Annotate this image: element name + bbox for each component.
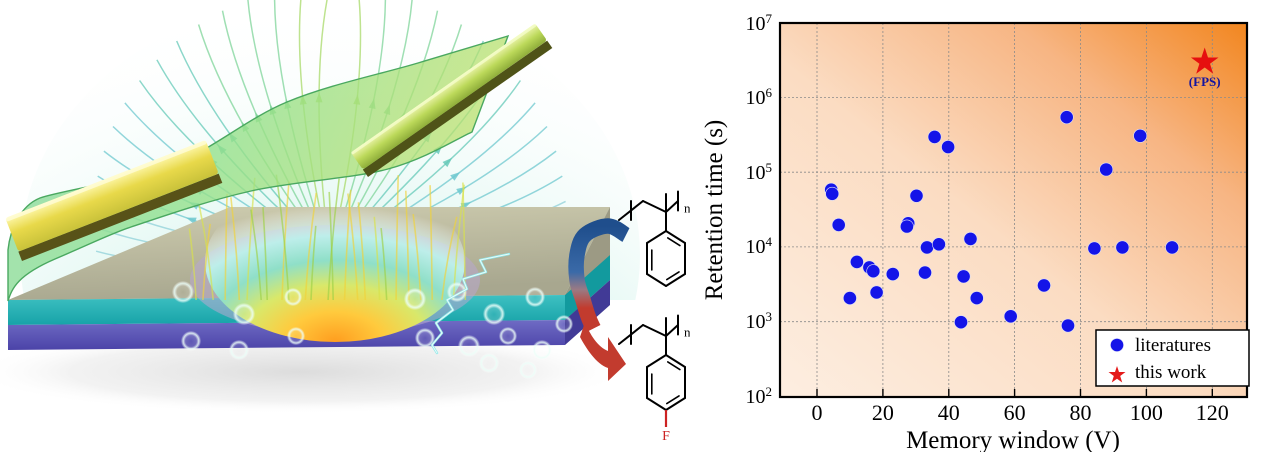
svg-text:105: 105 [746, 160, 773, 185]
svg-text:80: 80 [1070, 400, 1092, 425]
svg-text:104: 104 [746, 234, 773, 259]
svg-text:102: 102 [746, 384, 773, 409]
svg-text:106: 106 [746, 85, 773, 110]
svg-text:120: 120 [1196, 400, 1229, 425]
svg-text:100: 100 [1130, 400, 1163, 425]
svg-text:103: 103 [746, 309, 773, 334]
svg-text:60: 60 [1004, 400, 1026, 425]
svg-text:literatures: literatures [1135, 335, 1211, 356]
svg-text:(FPS): (FPS) [1189, 74, 1221, 89]
svg-text:20: 20 [872, 400, 894, 425]
svg-text:F: F [662, 429, 670, 444]
svg-text:Memory window (V): Memory window (V) [906, 427, 1120, 452]
svg-text:0: 0 [812, 400, 823, 425]
svg-text:107: 107 [746, 11, 773, 36]
svg-text:Retention time (s): Retention time (s) [701, 120, 728, 301]
svg-text:40: 40 [938, 400, 960, 425]
svg-text:this work: this work [1135, 362, 1207, 383]
